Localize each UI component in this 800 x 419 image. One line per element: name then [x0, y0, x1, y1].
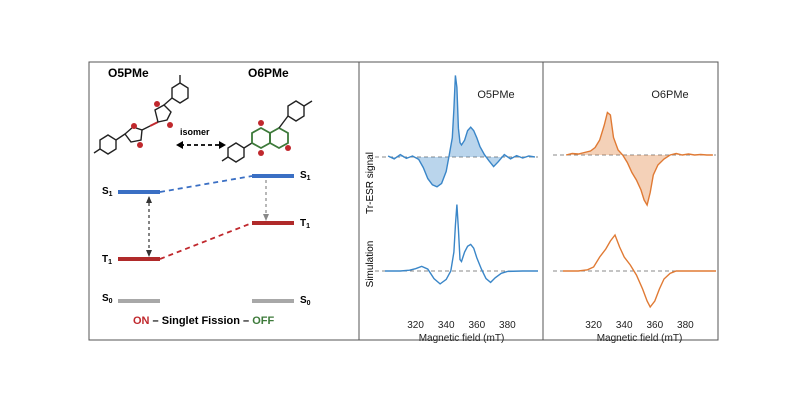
s0-level-left — [118, 299, 160, 303]
tr-esr-signal-line — [387, 75, 536, 188]
x-axis-label: Magnetic field (mT) — [597, 333, 683, 344]
x-tick-label: 380 — [677, 320, 694, 331]
x-tick-label: 360 — [468, 320, 485, 331]
chart-title: O5PMe — [477, 89, 514, 101]
ylabel-tr-esr: Tr-ESR signal — [365, 152, 376, 214]
left-panel-frame — [88, 61, 360, 341]
molecule-right-title: O6PMe — [248, 66, 289, 80]
simulation-line — [385, 204, 538, 285]
x-tick-label: 380 — [499, 320, 516, 331]
t1-connector — [159, 222, 253, 260]
isomer-label: isomer — [180, 127, 210, 137]
t1-level-right — [252, 221, 294, 225]
x-tick-label: 340 — [438, 320, 455, 331]
s1-label-right: S1 — [300, 170, 311, 182]
t1-level-left — [118, 257, 160, 261]
t1-label-right: T1 — [300, 218, 310, 230]
s0-level-right — [252, 299, 294, 303]
sf-caption: ON – Singlet Fission – OFF — [133, 315, 274, 327]
s0-label-right: S0 — [300, 295, 311, 307]
s1-connector — [159, 175, 253, 193]
s1-label-left: S1 — [102, 186, 113, 198]
signal-fill — [566, 112, 713, 205]
x-tick-label: 320 — [585, 320, 602, 331]
isomer-arrow — [176, 141, 226, 149]
o6pme-heteroatoms — [258, 120, 291, 156]
o5pme-structure — [93, 75, 189, 155]
ylabel-simulation: Simulation — [365, 241, 376, 288]
energy-diagram — [118, 174, 294, 303]
x-tick-label: 320 — [407, 320, 424, 331]
o6pme-structure — [221, 100, 313, 163]
s1-level-left — [118, 190, 160, 194]
simulation-line — [563, 233, 716, 309]
signal-fill — [388, 75, 535, 187]
o6pme-chart-frame — [542, 61, 719, 341]
s0-label-left: S0 — [102, 293, 113, 305]
x-axis-label: Magnetic field (mT) — [419, 333, 505, 344]
o5pme-chart-frame — [358, 61, 544, 341]
t1-label-left: T1 — [102, 254, 112, 266]
s1-level-right — [252, 174, 294, 178]
molecule-left-title: O5PMe — [108, 66, 149, 80]
x-tick-label: 340 — [616, 320, 633, 331]
x-tick-label: 360 — [646, 320, 663, 331]
o5pme-heteroatoms — [131, 101, 173, 148]
caption-mid: – Singlet Fission – — [150, 315, 253, 327]
o5pme-chart: O5PMe 320 340 360 380 Magnetic field (mT) — [375, 75, 538, 344]
caption-on: ON — [133, 315, 150, 327]
caption-off: OFF — [252, 315, 274, 327]
chart-title: O6PMe — [651, 89, 688, 101]
tr-esr-signal-line — [565, 111, 713, 207]
o6pme-chart: O6PMe 320 340 360 380 Magnetic field (mT) — [553, 89, 716, 344]
